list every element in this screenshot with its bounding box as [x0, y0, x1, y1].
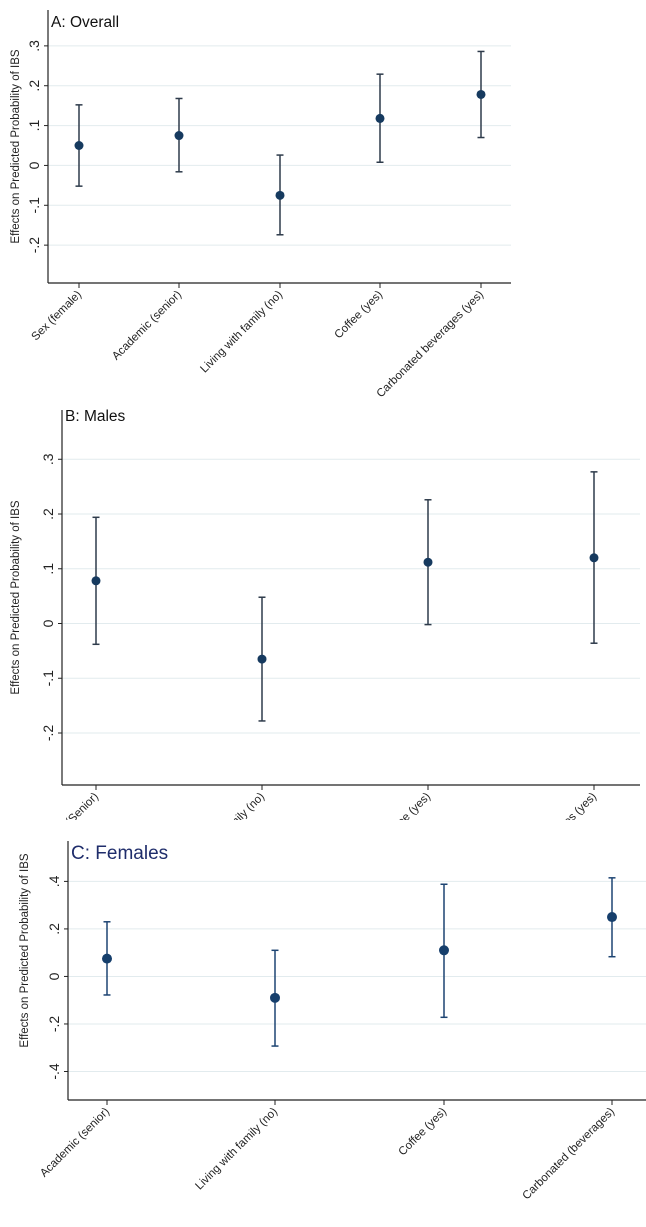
x-tick-label: Living with family (no)	[193, 1106, 280, 1193]
x-tick-label: Carbonated beverages (yes)	[488, 791, 600, 820]
data-point	[174, 131, 184, 141]
y-tick-label: -.2	[26, 237, 42, 254]
y-tick-label: -.1	[26, 197, 42, 214]
data-point	[476, 89, 486, 99]
y-tick-label: .3	[40, 453, 56, 465]
data-point	[439, 945, 449, 956]
panel-c-females: -.4 -.2 0 .2 .4 Effects on Predicted Probabil…	[19, 841, 646, 1203]
x-tick-label: Living with family (no)	[180, 791, 267, 820]
x-tick-label: Carbonated (beverages)	[520, 1106, 617, 1203]
panel-title: A: Overall	[51, 14, 119, 31]
x-tick-label: Carbonated beverages (yes)	[375, 289, 487, 400]
data-point	[375, 113, 385, 123]
data-point	[589, 553, 599, 563]
panel-title: B: Males	[65, 408, 126, 425]
x-tick-label: Academic (senior)	[38, 1106, 112, 1180]
data-point	[102, 953, 112, 964]
x-tick-label: Academic (Senior)	[26, 791, 101, 820]
y-axis-label: Effects on Predicted Probability of IBS	[10, 49, 22, 243]
panel-title: C: Females	[71, 843, 168, 864]
x-tick-label: Living with family (no)	[198, 289, 285, 376]
data-point	[607, 912, 617, 923]
y-tick-label: .2	[46, 923, 62, 935]
y-tick-label: .1	[40, 563, 56, 575]
x-tick-label: Academic (senior)	[110, 289, 184, 363]
y-tick-label: .1	[26, 120, 42, 132]
panel-a-overall: -.2 -.1 0 .1 .2 .3 Effects on Predicted Probab…	[10, 10, 511, 400]
panel-b-males: -.2 -.1 0 .1 .2 .3 Effects on Predicted Probab…	[10, 408, 640, 820]
data-point	[270, 992, 280, 1003]
y-tick-label: .2	[26, 80, 42, 92]
y-tick-label: 0	[46, 972, 62, 980]
y-tick-label: -.4	[46, 1063, 62, 1080]
y-tick-label: .3	[26, 40, 42, 52]
y-axis-label: Effects on Predicted Probability of IBS	[19, 853, 31, 1047]
data-point	[275, 190, 285, 200]
data-point	[423, 557, 433, 567]
x-tick-label: Sex (female)	[30, 289, 85, 344]
data-point	[91, 576, 101, 586]
y-tick-label: -.2	[46, 1016, 62, 1033]
y-axis-label: Effects on Predicted Probability of IBS	[10, 500, 22, 694]
y-tick-label: .4	[46, 875, 62, 887]
y-tick-label: .2	[40, 508, 56, 520]
y-tick-label: 0	[40, 619, 56, 627]
y-tick-label: -.1	[40, 670, 56, 687]
y-tick-label: -.2	[40, 725, 56, 742]
x-tick-label: Coffee (yes)	[332, 289, 385, 342]
x-tick-label: Coffee (yes)	[380, 791, 433, 820]
data-point	[257, 654, 267, 664]
y-tick-label: 0	[26, 161, 42, 169]
x-tick-label: Coffee (yes)	[396, 1106, 449, 1159]
data-point	[74, 141, 84, 151]
